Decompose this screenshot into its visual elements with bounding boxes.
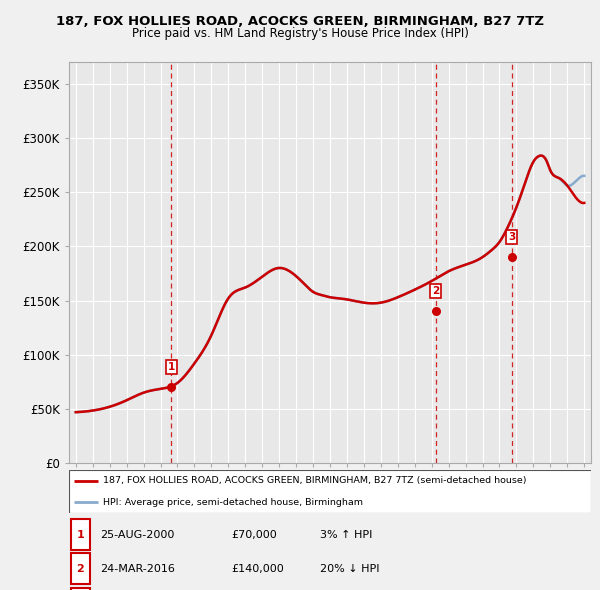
Text: £70,000: £70,000 (231, 530, 277, 539)
Bar (71, 519, 91, 550)
Text: 3: 3 (508, 232, 515, 242)
Bar (71, 553, 91, 584)
Text: 20% ↓ HPI: 20% ↓ HPI (320, 564, 379, 573)
Bar (71, 588, 91, 590)
Text: 25-AUG-2000: 25-AUG-2000 (100, 530, 175, 539)
Text: 3% ↑ HPI: 3% ↑ HPI (320, 530, 372, 539)
Text: £140,000: £140,000 (231, 564, 284, 573)
Text: 187, FOX HOLLIES ROAD, ACOCKS GREEN, BIRMINGHAM, B27 7TZ (semi-detached house): 187, FOX HOLLIES ROAD, ACOCKS GREEN, BIR… (103, 476, 526, 486)
Text: 187, FOX HOLLIES ROAD, ACOCKS GREEN, BIRMINGHAM, B27 7TZ: 187, FOX HOLLIES ROAD, ACOCKS GREEN, BIR… (56, 15, 544, 28)
Text: 2: 2 (432, 286, 439, 296)
Text: 24-MAR-2016: 24-MAR-2016 (100, 564, 175, 573)
Text: Price paid vs. HM Land Registry's House Price Index (HPI): Price paid vs. HM Land Registry's House … (131, 27, 469, 40)
Text: 1: 1 (77, 530, 85, 539)
Text: 1: 1 (168, 362, 175, 372)
Text: 2: 2 (77, 564, 85, 573)
Text: HPI: Average price, semi-detached house, Birmingham: HPI: Average price, semi-detached house,… (103, 497, 363, 507)
